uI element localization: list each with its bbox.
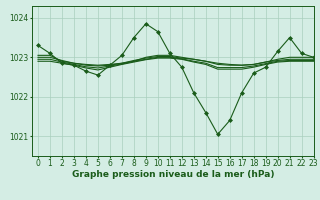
X-axis label: Graphe pression niveau de la mer (hPa): Graphe pression niveau de la mer (hPa): [72, 170, 274, 179]
